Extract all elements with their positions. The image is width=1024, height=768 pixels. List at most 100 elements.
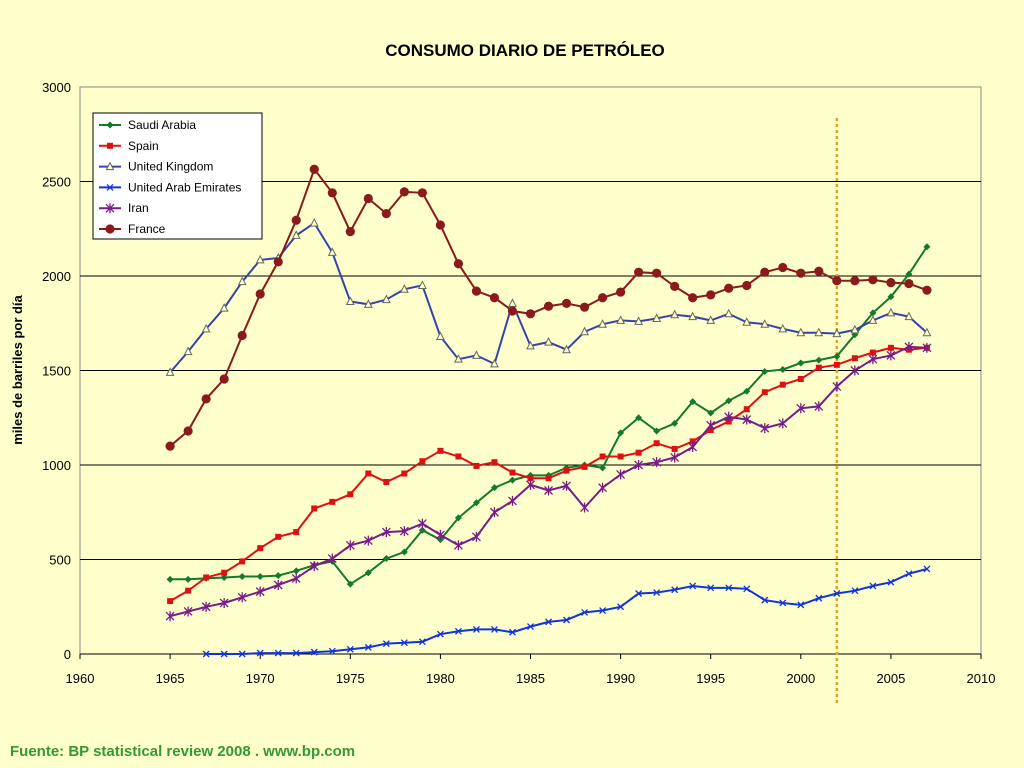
point-iran-1996 (724, 411, 734, 422)
point-united-arab-emirates-1978 (400, 639, 408, 647)
point-spain-1966 (185, 587, 192, 594)
point-spain-1970 (257, 545, 264, 552)
point-united-arab-emirates-2006 (905, 570, 913, 578)
point-france-1979 (417, 188, 427, 198)
point-united-kingdom-1985 (526, 340, 535, 350)
point-saudi-arabia-1975 (346, 580, 354, 588)
point-united-kingdom-1980 (435, 331, 445, 340)
x-tick-1960: 1960 (66, 671, 95, 686)
point-iran-1965 (165, 611, 175, 622)
point-iran-1982 (471, 531, 481, 542)
point-united-arab-emirates-1993 (671, 586, 679, 594)
y-axis-label: miles de barriles por día (10, 294, 25, 444)
point-france-1988 (579, 302, 590, 312)
point-united-arab-emirates-1990 (617, 603, 625, 611)
point-saudi-arabia-1997 (743, 387, 751, 395)
point-united-kingdom-2004 (868, 315, 878, 324)
point-iran-1975 (345, 540, 355, 551)
series-iran (165, 341, 932, 622)
point-saudi-arabia-1978 (400, 548, 408, 556)
point-iran-1985 (526, 479, 535, 490)
point-france-1994 (688, 293, 698, 303)
point-france-1993 (670, 281, 680, 291)
point-france-1987 (561, 298, 572, 309)
point-france-1991 (634, 267, 644, 277)
point-iran-1966 (183, 606, 193, 617)
point-iran-1992 (652, 457, 662, 468)
point-united-arab-emirates-1988 (581, 608, 589, 616)
point-saudi-arabia-1979 (418, 526, 426, 534)
point-spain-1974 (329, 498, 336, 505)
point-saudi-arabia-1977 (382, 555, 390, 563)
point-france-1978 (399, 187, 409, 197)
point-united-kingdom-1978 (399, 284, 409, 293)
point-united-kingdom-2001 (814, 327, 824, 337)
point-france-1985 (525, 309, 536, 319)
point-united-arab-emirates-1970 (256, 649, 264, 657)
point-france-1973 (309, 164, 319, 174)
point-iran-1979 (417, 518, 427, 529)
point-saudi-arabia-1971 (274, 572, 282, 580)
point-united-arab-emirates-1977 (382, 640, 390, 648)
x-tick-1985: 1985 (516, 671, 545, 686)
point-saudi-arabia-1984 (508, 476, 516, 484)
point-france-1972 (291, 215, 301, 225)
x-tick-1995: 1995 (696, 671, 725, 686)
y-tick-1500: 1500 (42, 364, 71, 379)
point-iran-1998 (760, 423, 770, 434)
point-united-arab-emirates-1976 (364, 643, 372, 651)
point-iran-1990 (616, 469, 626, 480)
point-united-kingdom-1995 (706, 315, 716, 324)
point-iran-1989 (598, 482, 608, 493)
legend-item-spain: Spain (99, 139, 159, 153)
point-saudi-arabia-1996 (725, 397, 733, 405)
point-united-kingdom-1988 (580, 326, 589, 336)
point-iran-1986 (544, 485, 553, 496)
point-spain-1968 (221, 569, 228, 576)
chart-title: CONSUMO DIARIO DE PETRÓLEO (385, 41, 665, 60)
point-united-arab-emirates-1983 (491, 625, 498, 633)
y-tick-1000: 1000 (42, 458, 71, 473)
point-united-kingdom-1983 (490, 358, 499, 368)
point-united-kingdom-1967 (201, 323, 211, 333)
point-united-kingdom-2006 (904, 311, 914, 321)
point-france-2000 (796, 268, 806, 278)
point-united-arab-emirates-1991 (635, 590, 643, 597)
legend-label-united-kingdom: United Kingdom (128, 160, 213, 174)
legend-marker-united-arab-emirates (106, 183, 114, 191)
point-iran-1991 (634, 460, 644, 470)
x-tick-2010: 2010 (967, 671, 996, 686)
point-united-arab-emirates-1981 (454, 627, 462, 635)
point-saudi-arabia-1999 (779, 366, 787, 374)
point-united-arab-emirates-1968 (220, 650, 228, 658)
point-united-arab-emirates-2007 (923, 565, 931, 573)
legend-item-france: France (99, 222, 166, 236)
y-tick-500: 500 (49, 553, 71, 568)
x-tick-1980: 1980 (426, 671, 455, 686)
point-united-arab-emirates-2000 (797, 601, 805, 609)
legend: Saudi Arabia Spain United Kingdom United Ar… (92, 112, 263, 240)
point-france-1990 (616, 287, 626, 297)
point-iran-1997 (742, 414, 752, 425)
point-united-arab-emirates-2002 (833, 590, 841, 597)
point-iran-1993 (670, 452, 680, 463)
x-tick-labels: 1960 1965 1970 1975 1980 1985 1990 1995 2000 2005… (66, 654, 996, 686)
point-france-1976 (363, 193, 373, 204)
x-tick-1970: 1970 (246, 671, 275, 686)
point-united-kingdom-1972 (291, 230, 301, 239)
point-france-1995 (706, 290, 716, 300)
point-united-kingdom-2003 (850, 324, 860, 334)
point-spain-1976 (365, 470, 372, 477)
point-united-arab-emirates-1979 (418, 638, 426, 646)
point-saudi-arabia-1969 (238, 573, 246, 581)
point-france-1974 (327, 188, 337, 198)
point-iran-1973 (309, 561, 319, 572)
point-spain-1987 (563, 467, 570, 474)
point-united-kingdom-1969 (237, 276, 247, 286)
point-iran-2005 (886, 350, 896, 361)
point-france-1984 (507, 306, 518, 316)
legend-box (92, 112, 263, 240)
point-france-2004 (868, 275, 878, 285)
point-iran-1995 (706, 420, 716, 431)
point-united-arab-emirates-1974 (328, 647, 336, 655)
